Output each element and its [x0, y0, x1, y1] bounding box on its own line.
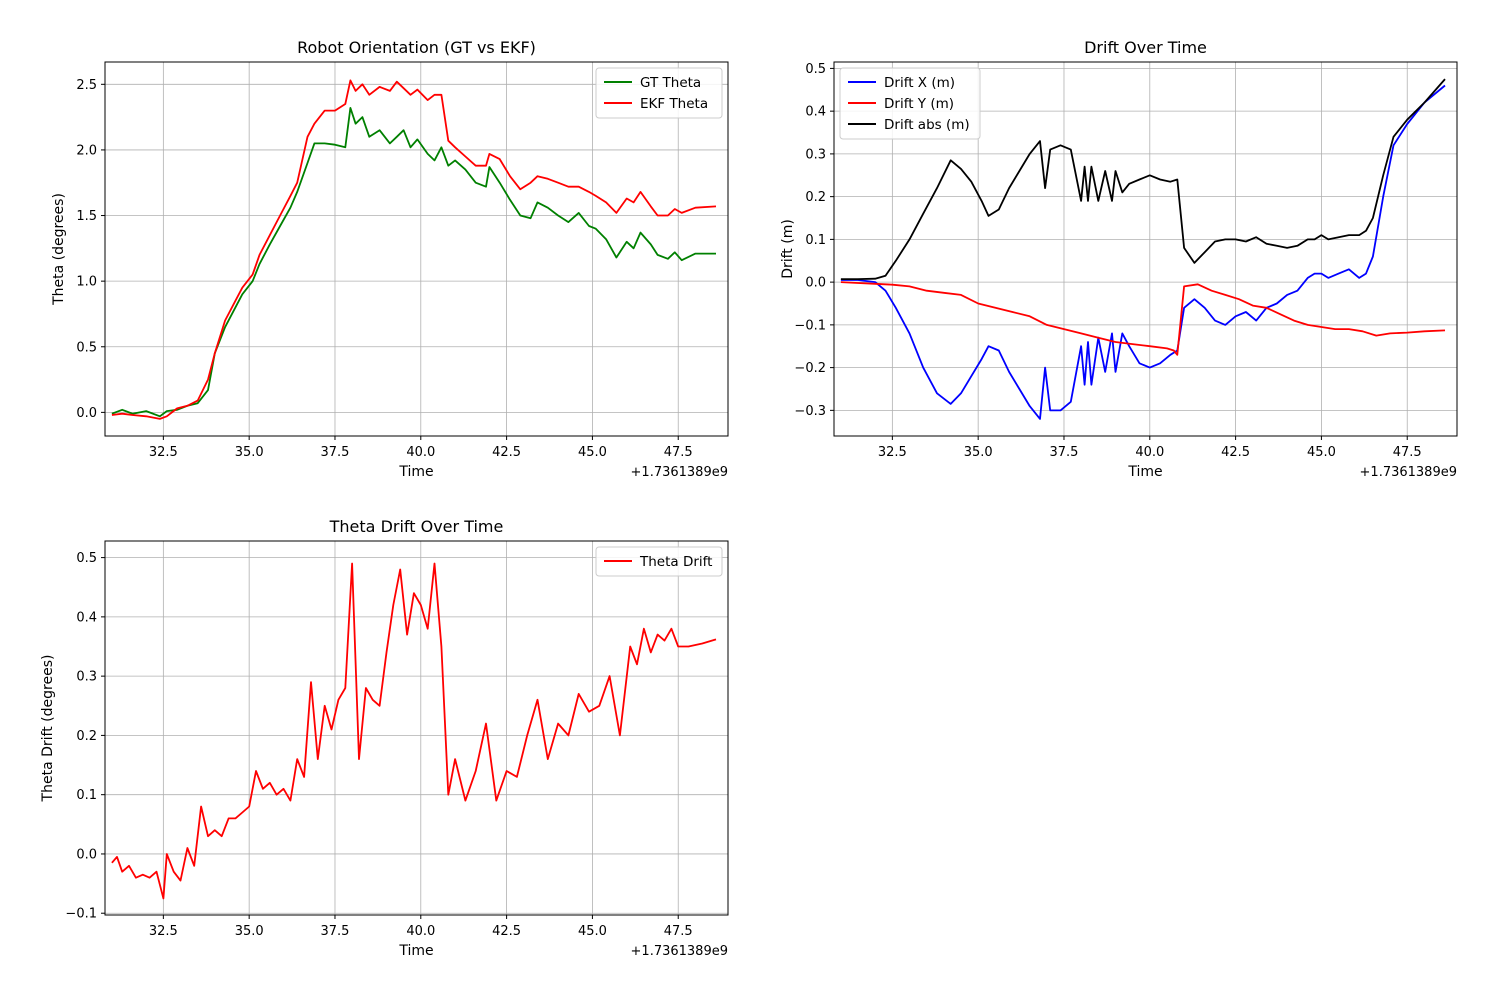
series-line-1 [840, 84, 1446, 420]
legend-label-2: Drift Y (m) [884, 96, 954, 112]
series-line-1 [111, 562, 717, 900]
y-tick-label: 0.2 [805, 190, 826, 205]
legend-label-1: Theta Drift [639, 554, 712, 570]
y-tick-label: 0.3 [805, 147, 826, 162]
legend: Theta Drift [595, 546, 723, 577]
legend: GT Theta EKF Theta [595, 67, 723, 119]
legend-label-1: GT Theta [640, 75, 701, 91]
plot-frame [104, 61, 729, 437]
y-tick-label: −0.2 [794, 361, 826, 376]
y-tick-label: −0.3 [794, 404, 826, 419]
chart-1: 32.5 35.0 37.5 40.0 42.5 45.0 47.5 0.0 0.5 1.0 1.5… [51, 38, 729, 480]
x-tick-label: 32.5 [878, 445, 907, 460]
legend-box [839, 67, 981, 140]
legend-label-2: EKF Theta [640, 96, 708, 112]
x-axis-label: Time [398, 464, 433, 480]
x-axis-label: Time [1127, 464, 1162, 480]
x-tick-label: 45.0 [1307, 445, 1336, 460]
x-tick-label: 32.5 [149, 445, 178, 460]
y-axis-label: Theta Drift (degrees) [40, 655, 56, 803]
chart-title: Theta Drift Over Time [329, 517, 504, 536]
series-line-3 [840, 78, 1446, 281]
y-tick-label: −0.1 [65, 907, 97, 922]
x-tick-label: 42.5 [492, 445, 521, 460]
x-tick-label: 40.0 [406, 445, 435, 460]
series-line-1 [111, 107, 716, 418]
y-tick-label: 0.0 [76, 847, 97, 862]
y-tick-label: 0.5 [76, 340, 97, 355]
y-tick-label: 2.0 [76, 143, 97, 158]
x-offset-label: +1.7361389e9 [631, 465, 728, 480]
x-tick-label: 35.0 [235, 924, 264, 939]
series-line-2 [840, 281, 1446, 356]
x-tick-label: 47.5 [664, 445, 693, 460]
x-tick-label: 32.5 [149, 924, 178, 939]
x-tick-label: 40.0 [406, 924, 435, 939]
y-tick-label: 0.5 [805, 62, 826, 77]
y-tick-label: 0.0 [805, 276, 826, 291]
y-tick-label: 0.4 [805, 105, 826, 120]
y-tick-label: 0.0 [76, 406, 97, 421]
x-tick-label: 35.0 [964, 445, 993, 460]
x-tick-label: 37.5 [1050, 445, 1079, 460]
y-tick-label: 0.1 [805, 233, 826, 248]
legend-label-1: Drift X (m) [884, 75, 955, 91]
x-tick-label: 45.0 [578, 924, 607, 939]
x-tick-label: 37.5 [321, 445, 350, 460]
x-tick-label: 47.5 [664, 924, 693, 939]
y-tick-label: 1.5 [76, 209, 97, 224]
plot-frame [104, 540, 729, 916]
x-axis-label: Time [398, 943, 433, 959]
x-tick-label: 35.0 [235, 445, 264, 460]
y-tick-label: 0.3 [76, 670, 97, 685]
legend-box [595, 546, 723, 577]
chart-2: 32.5 35.0 37.5 40.0 42.5 45.0 47.5 −0.3 −0.2 −0.1… [780, 38, 1458, 480]
x-tick-label: 40.0 [1135, 445, 1164, 460]
x-tick-label: 37.5 [321, 924, 350, 939]
y-axis-label: Theta (degrees) [51, 193, 67, 306]
legend-label-3: Drift abs (m) [884, 117, 970, 133]
legend-box [595, 67, 723, 119]
series-line-2 [111, 79, 717, 420]
y-axis-label: Drift (m) [780, 219, 796, 279]
x-tick-label: 45.0 [578, 445, 607, 460]
x-offset-label: +1.7361389e9 [1360, 465, 1457, 480]
x-tick-label: 42.5 [1221, 445, 1250, 460]
legend: Drift X (m) Drift Y (m) Drift abs (m) [839, 67, 981, 140]
y-tick-label: 0.2 [76, 729, 97, 744]
y-tick-label: 0.4 [76, 610, 97, 625]
x-tick-label: 47.5 [1393, 445, 1422, 460]
y-tick-label: 1.0 [76, 275, 97, 290]
chart-title: Drift Over Time [1084, 38, 1207, 57]
chart-3: 32.5 35.0 37.5 40.0 42.5 45.0 47.5 −0.1 0.0 0.1 0.… [40, 517, 729, 959]
x-tick-label: 42.5 [492, 924, 521, 939]
y-tick-label: 2.5 [76, 78, 97, 93]
x-offset-label: +1.7361389e9 [631, 944, 728, 959]
y-tick-label: 0.1 [76, 788, 97, 803]
y-tick-label: 0.5 [76, 551, 97, 566]
chart-title: Robot Orientation (GT vs EKF) [297, 38, 536, 57]
y-tick-label: −0.1 [794, 318, 826, 333]
plot-frame [833, 61, 1458, 437]
